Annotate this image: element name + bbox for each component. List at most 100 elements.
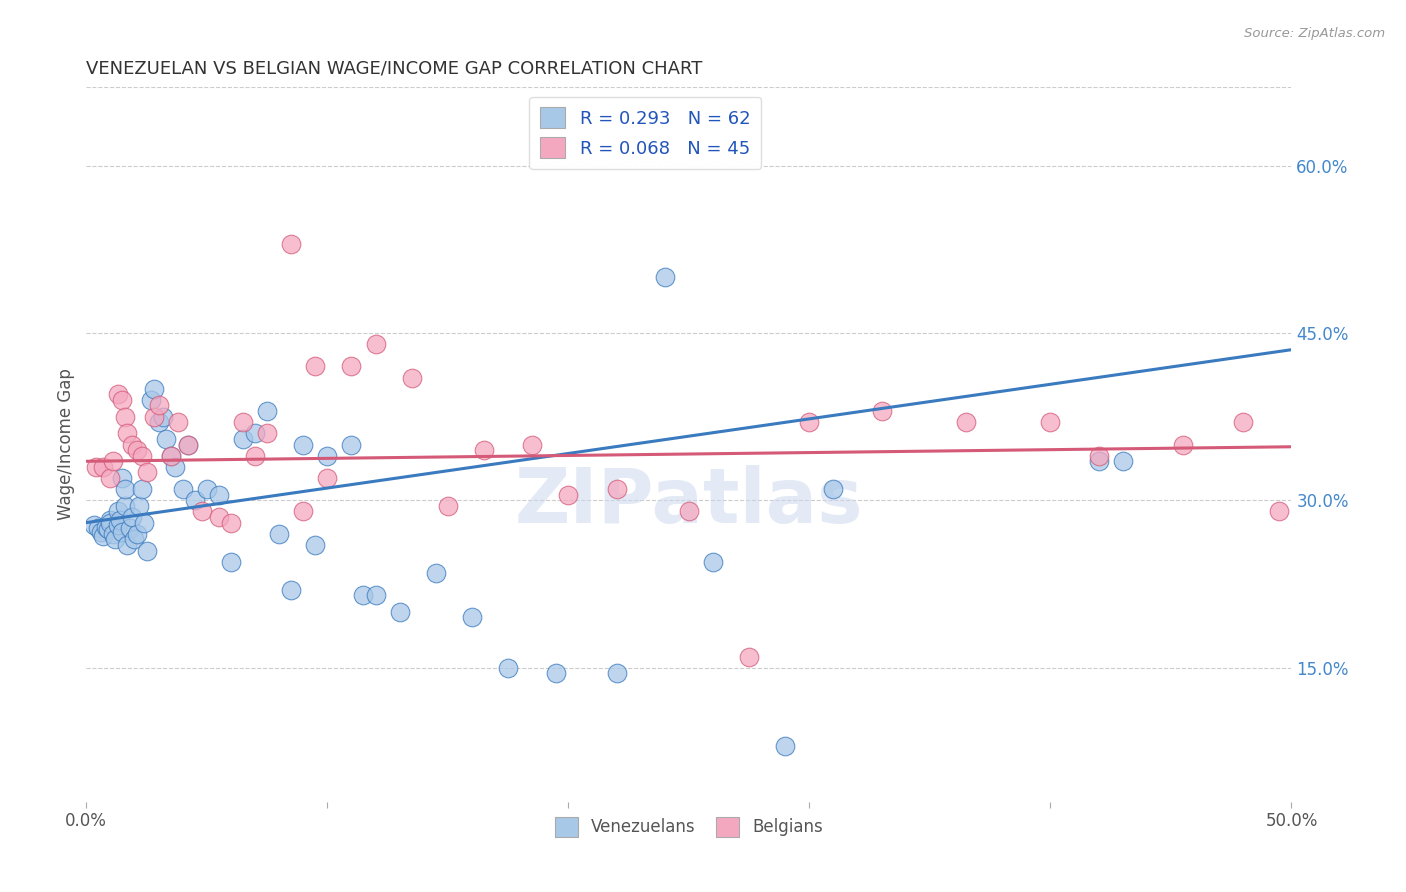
Point (606, 482, 628, 496)
Point (176, 437, 198, 451)
Point (128, 499, 150, 513)
Point (1039, 415, 1062, 429)
Point (353, 588, 375, 602)
Point (316, 471, 339, 485)
Point (148, 415, 170, 429)
Point (97, 522, 120, 536)
Point (292, 504, 315, 518)
Point (125, 526, 148, 541)
Point (280, 582, 302, 597)
Point (364, 337, 387, 351)
Point (148, 399, 170, 413)
Text: VENEZUELAN VS BELGIAN WAGE/INCOME GAP CORRELATION CHART: VENEZUELAN VS BELGIAN WAGE/INCOME GAP CO… (86, 60, 703, 78)
Point (606, 666, 628, 681)
Point (131, 449, 153, 463)
Point (292, 437, 315, 451)
Point (425, 566, 447, 580)
Point (1268, 504, 1291, 518)
Point (114, 409, 136, 424)
Point (1087, 449, 1109, 463)
Point (135, 466, 157, 480)
Point (654, 270, 676, 285)
Point (472, 443, 495, 458)
Point (141, 392, 163, 407)
Point (104, 533, 127, 547)
Point (208, 488, 231, 502)
Point (100, 513, 122, 527)
Point (775, 739, 797, 753)
Point (208, 510, 231, 524)
Point (546, 666, 568, 681)
Point (107, 517, 129, 532)
Point (1087, 454, 1109, 468)
Point (232, 415, 254, 429)
Point (176, 437, 198, 451)
Point (165, 459, 187, 474)
Point (101, 454, 124, 468)
Point (91, 459, 114, 474)
Point (90, 524, 112, 539)
Point (159, 449, 181, 463)
Text: ZIPatlas: ZIPatlas (515, 465, 863, 539)
Point (364, 588, 387, 602)
Point (152, 409, 174, 424)
Point (955, 415, 977, 429)
Point (118, 521, 141, 535)
Point (107, 387, 129, 401)
Point (131, 482, 153, 496)
Point (280, 236, 302, 251)
Point (195, 482, 218, 496)
Point (1232, 415, 1254, 429)
Point (121, 510, 143, 524)
Point (114, 499, 136, 513)
Point (388, 605, 411, 619)
Point (678, 504, 700, 518)
Point (87, 521, 110, 535)
Point (142, 382, 165, 396)
Point (155, 432, 177, 446)
Point (269, 526, 291, 541)
Point (799, 415, 821, 429)
Point (111, 392, 134, 407)
Point (94, 520, 117, 534)
Point (117, 426, 139, 441)
Point (1171, 437, 1194, 451)
Point (340, 437, 363, 451)
Point (219, 555, 242, 569)
Point (107, 504, 129, 518)
Point (142, 409, 165, 424)
Point (461, 610, 484, 624)
Point (522, 437, 544, 451)
Point (316, 449, 339, 463)
Point (91, 529, 114, 543)
Point (114, 482, 136, 496)
Point (738, 649, 761, 664)
Point (557, 488, 579, 502)
Point (340, 359, 363, 374)
Point (159, 449, 181, 463)
Point (184, 493, 207, 508)
Point (134, 516, 156, 530)
Point (219, 516, 242, 530)
Y-axis label: Wage/Income Gap: Wage/Income Gap (58, 368, 75, 520)
Point (1112, 454, 1135, 468)
Point (496, 661, 519, 675)
Point (191, 504, 214, 518)
Legend: Venezuelans, Belgians: Venezuelans, Belgians (548, 811, 830, 843)
Point (135, 543, 157, 558)
Point (401, 370, 423, 384)
Point (84, 459, 107, 474)
Point (870, 404, 893, 418)
Point (304, 538, 326, 552)
Point (100, 516, 122, 530)
Point (125, 443, 148, 458)
Point (111, 524, 134, 539)
Point (100, 471, 122, 485)
Point (111, 471, 134, 485)
Point (121, 437, 143, 451)
Point (117, 538, 139, 552)
Point (101, 526, 124, 541)
Point (702, 555, 724, 569)
Point (124, 533, 146, 547)
Point (243, 449, 266, 463)
